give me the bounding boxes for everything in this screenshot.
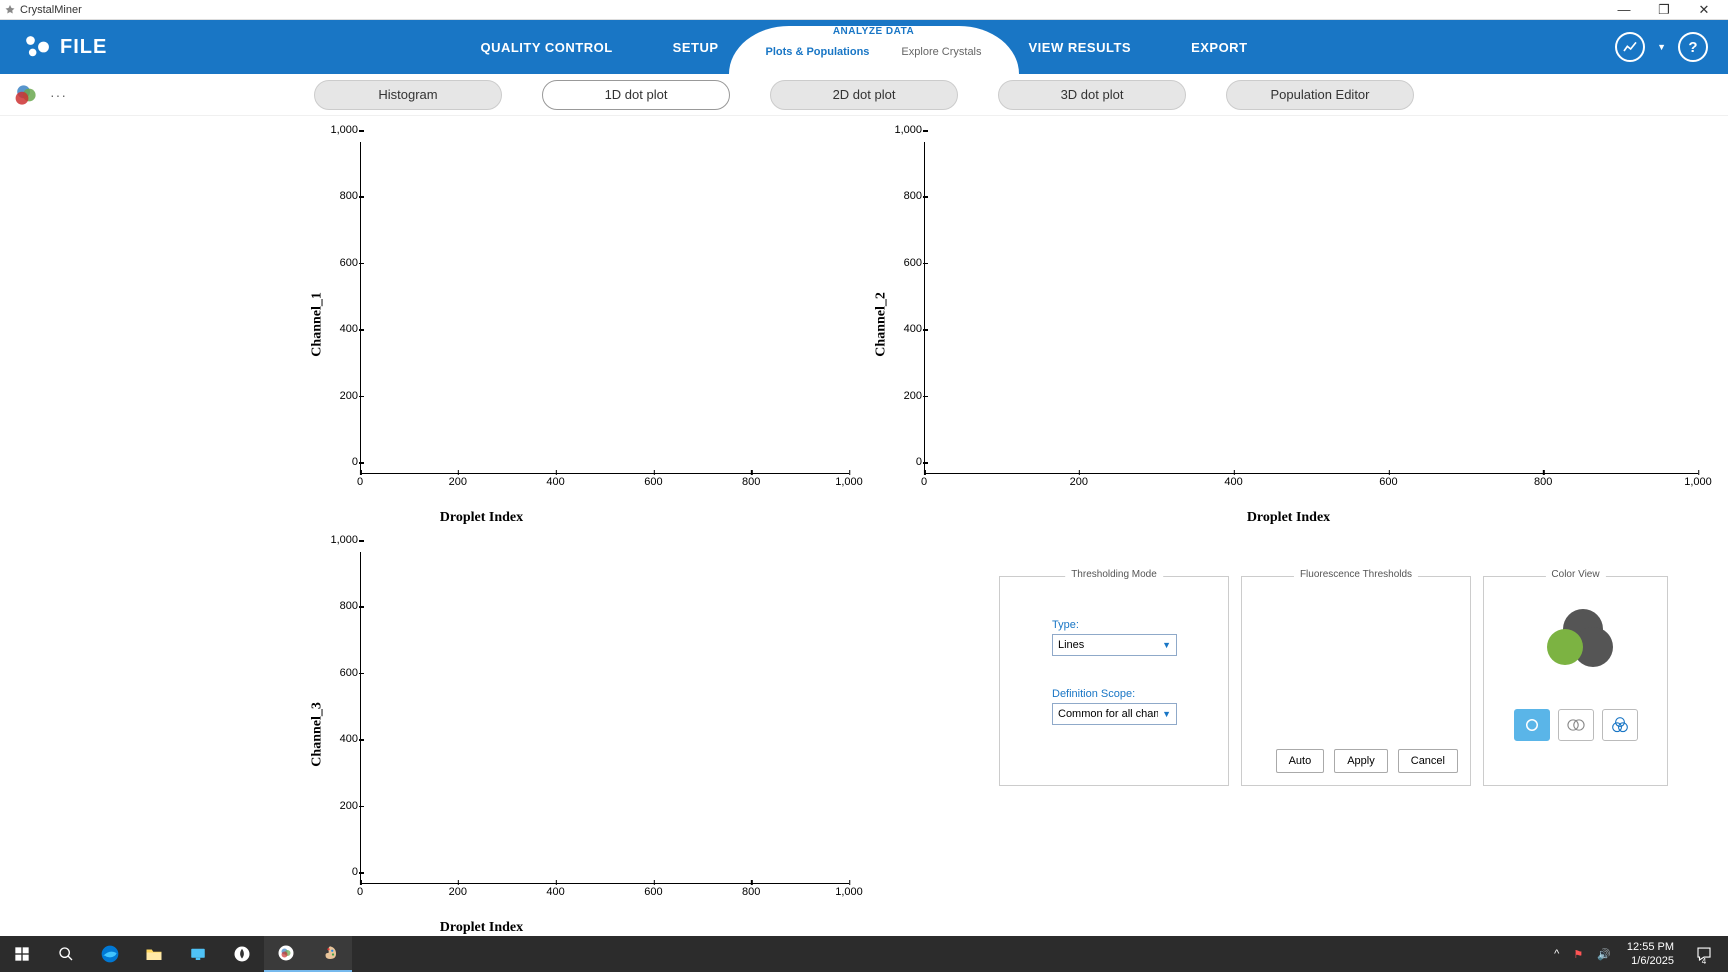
apply-button[interactable]: Apply [1334, 749, 1388, 773]
tab-1d-dot-plot[interactable]: 1D dot plot [542, 80, 730, 110]
paint-button[interactable] [308, 936, 352, 972]
chart2-xticks: 0 200 400 600 800 1,000 [924, 476, 1698, 494]
type-label: Type: [1052, 619, 1216, 631]
file-label: FILE [60, 36, 107, 59]
venn-icon[interactable] [14, 83, 38, 107]
main-header: FILE QUALITY CONTROL SETUP ANALYZE DATA … [0, 20, 1728, 74]
app1-button[interactable] [176, 936, 220, 972]
crystalminer-taskbar-button[interactable] [264, 936, 308, 972]
chart-dropdown-caret[interactable]: ▼ [1653, 38, 1670, 56]
window-titlebar: CrystalMiner — ❐ ✕ [0, 0, 1728, 20]
plot-type-tabs: Histogram 1D dot plot 2D dot plot 3D dot… [314, 80, 1414, 110]
subtab-plots-populations[interactable]: Plots & Populations [760, 44, 876, 61]
app-icon [4, 4, 16, 16]
maximize-button[interactable]: ❐ [1644, 0, 1684, 20]
chart3-yticks: 0 200 400 600 800 1,000 [320, 552, 358, 884]
clock-date: 1/6/2025 [1627, 954, 1674, 968]
chart-settings-button[interactable] [1615, 32, 1645, 62]
chart-channel-2: Channel_2 0 200 400 600 800 1,000 0 200 … [869, 126, 1708, 526]
edge-icon [100, 944, 120, 964]
colorview-triple-button[interactable] [1602, 709, 1638, 741]
paint-icon [321, 944, 339, 962]
double-circle-icon [1565, 716, 1587, 734]
chart1-yticks: 0 200 400 600 800 1,000 [320, 142, 358, 474]
nav-view-results[interactable]: VIEW RESULTS [999, 20, 1162, 74]
nav-export[interactable]: EXPORT [1161, 20, 1277, 74]
file-icon [24, 34, 50, 60]
chart2-xlabel: Droplet Index [1247, 510, 1330, 526]
help-icon: ? [1688, 39, 1697, 56]
panel-title-fluorescence: Fluorescence Thresholds [1294, 569, 1418, 580]
app2-button[interactable] [220, 936, 264, 972]
panel-title-colorview: Color View [1545, 569, 1605, 580]
chart-channel-3: Channel_3 0 200 400 600 800 1,000 0 200 … [20, 536, 859, 936]
tab-3d-dot-plot[interactable]: 3D dot plot [998, 80, 1186, 110]
search-icon [58, 946, 74, 962]
chart1-xlabel: Droplet Index [440, 510, 523, 526]
chart3-xlabel: Droplet Index [440, 920, 523, 936]
system-clock[interactable]: 12:55 PM 1/6/2025 [1621, 940, 1680, 969]
chart1-plot-area[interactable] [360, 142, 849, 474]
crystalminer-icon [277, 944, 295, 962]
subtab-explore-crystals[interactable]: Explore Crystals [895, 44, 987, 61]
nav-quality-control[interactable]: QUALITY CONTROL [450, 20, 642, 74]
chart2-yticks: 0 200 400 600 800 1,000 [884, 142, 922, 474]
nav-analyze-data: ANALYZE DATA Plots & Populations Explore… [749, 20, 999, 74]
analyze-label: ANALYZE DATA [749, 26, 999, 37]
folder-icon [145, 946, 163, 962]
tab-histogram[interactable]: Histogram [314, 80, 502, 110]
main-nav: QUALITY CONTROL SETUP ANALYZE DATA Plots… [0, 20, 1728, 74]
panel-color-view: Color View [1483, 576, 1668, 786]
help-button[interactable]: ? [1678, 32, 1708, 62]
sub-toolbar: ··· Histogram 1D dot plot 2D dot plot 3D… [0, 74, 1728, 116]
windows-icon [14, 946, 30, 962]
tab-2d-dot-plot[interactable]: 2D dot plot [770, 80, 958, 110]
chart3-plot-area[interactable] [360, 552, 849, 884]
type-select[interactable]: Lines ▼ [1052, 634, 1177, 656]
explorer-button[interactable] [132, 936, 176, 972]
more-options-button[interactable]: ··· [46, 83, 71, 107]
edge-button[interactable] [88, 936, 132, 972]
app-icon [189, 945, 207, 963]
notification-count: 4 [1702, 957, 1706, 966]
tab-population-editor[interactable]: Population Editor [1226, 80, 1414, 110]
settings-panels: Thresholding Mode Type: Lines ▼ Definiti… [869, 536, 1708, 936]
scope-label: Definition Scope: [1052, 688, 1216, 700]
chart2-plot-area[interactable] [924, 142, 1698, 474]
color-venn-icon [1541, 609, 1611, 669]
file-menu-button[interactable]: FILE [0, 20, 131, 74]
chart-channel-1: Channel_1 0 200 400 600 800 1,000 0 200 … [20, 126, 859, 526]
notifications-button[interactable]: 4 [1686, 936, 1722, 972]
clock-time: 12:55 PM [1627, 940, 1674, 954]
tray-security-icon[interactable]: ⚑ [1569, 948, 1587, 961]
type-value: Lines [1058, 639, 1084, 651]
colorview-single-button[interactable] [1514, 709, 1550, 741]
close-button[interactable]: ✕ [1684, 0, 1724, 20]
panel-title-thresholding: Thresholding Mode [1065, 569, 1163, 580]
auto-button[interactable]: Auto [1276, 749, 1325, 773]
droplet-icon [233, 945, 251, 963]
start-button[interactable] [0, 936, 44, 972]
content-area: Channel_1 0 200 400 600 800 1,000 0 200 … [0, 116, 1728, 946]
colorview-double-button[interactable] [1558, 709, 1594, 741]
taskbar: ^ ⚑ 🔊 12:55 PM 1/6/2025 4 [0, 936, 1728, 972]
panel-fluorescence-thresholds: Fluorescence Thresholds Auto Apply Cance… [1241, 576, 1471, 786]
panel-thresholding-mode: Thresholding Mode Type: Lines ▼ Definiti… [999, 576, 1229, 786]
tray-chevron-icon[interactable]: ^ [1550, 948, 1563, 960]
chart3-xticks: 0 200 400 600 800 1,000 [360, 886, 849, 904]
window-title: CrystalMiner [20, 4, 82, 16]
chart-icon [1622, 39, 1638, 55]
cancel-button[interactable]: Cancel [1398, 749, 1458, 773]
chevron-down-icon: ▼ [1162, 709, 1171, 719]
scope-select[interactable]: Common for all chamber ▼ [1052, 703, 1177, 725]
tray-volume-icon[interactable]: 🔊 [1593, 948, 1615, 961]
triple-circle-icon [1609, 715, 1631, 735]
scope-value: Common for all chamber [1058, 708, 1158, 720]
chevron-down-icon: ▼ [1162, 640, 1171, 650]
minimize-button[interactable]: — [1604, 0, 1644, 20]
chart1-xticks: 0 200 400 600 800 1,000 [360, 476, 849, 494]
search-button[interactable] [44, 936, 88, 972]
circle-icon [1523, 716, 1541, 734]
